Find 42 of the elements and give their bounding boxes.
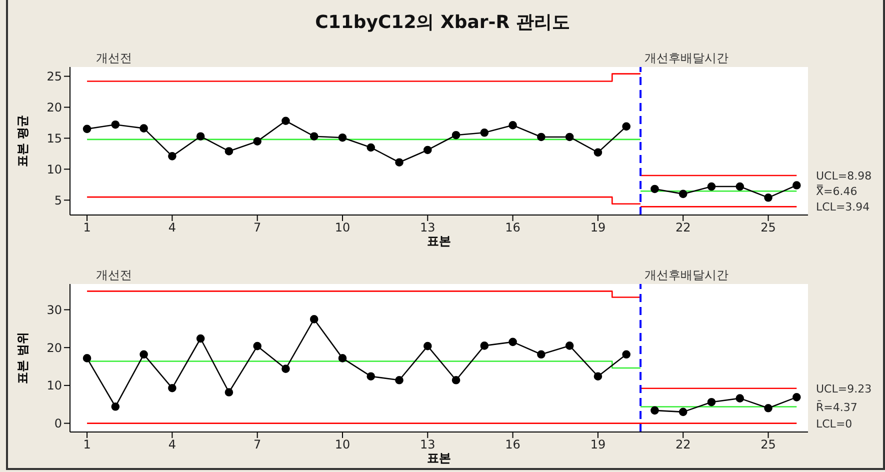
text: 개선전 [96,268,132,282]
text: UCL=8.98 [816,169,872,182]
y-tick-label: 0 [54,416,62,431]
x-tick-label: 16 [505,438,520,452]
x-tick-label: 1 [83,220,91,235]
x-tick-label: 25 [760,220,776,235]
x-tick-label: 25 [760,438,776,452]
x-axis-title: 표본 [427,451,451,465]
x-tick-label: 10 [334,220,350,235]
x-tick-label: 19 [590,438,606,452]
x-tick-label: 13 [420,220,436,235]
x-tick-label: 22 [675,220,691,235]
text: R̄=4.37 [816,400,858,414]
y-tick-label: 30 [46,303,62,317]
text: X̿=6.46 [816,184,858,198]
y-tick-label: 5 [54,193,62,208]
text: 개선후배달시간 [644,51,729,65]
y-axis-title: 표본 평균 [15,114,30,168]
x-tick-label: 4 [168,220,176,235]
y-tick-label: 20 [46,340,62,355]
x-tick-label: 1 [83,438,91,452]
chart-title: C11byC12의 Xbar-R 관리도 [314,11,571,34]
x-tick-label: 4 [168,438,176,452]
y-tick-label: 15 [46,131,62,146]
text: LCL=3.94 [816,200,870,214]
text: 개선전 [96,51,132,65]
x-tick-label: 13 [420,438,436,452]
x-tick-label: 10 [334,438,350,452]
text: 개선후배달시간 [644,268,729,282]
x-tick-label: 19 [590,220,606,235]
x-tick-label: 16 [505,220,520,235]
text: LCL=0 [816,417,852,430]
x-tick-label: 7 [254,220,262,235]
y-tick-label: 20 [46,100,62,115]
x-tick-label: 7 [254,438,262,452]
y-axis-title: 표본 범위 [15,332,30,384]
y-tick-label: 10 [46,378,62,393]
x-axis-title: 표본 [427,234,451,248]
y-tick-label: 25 [46,70,62,84]
y-tick-label: 10 [46,162,62,176]
text: UCL=9.23 [816,382,872,396]
x-tick-label: 22 [675,438,691,452]
